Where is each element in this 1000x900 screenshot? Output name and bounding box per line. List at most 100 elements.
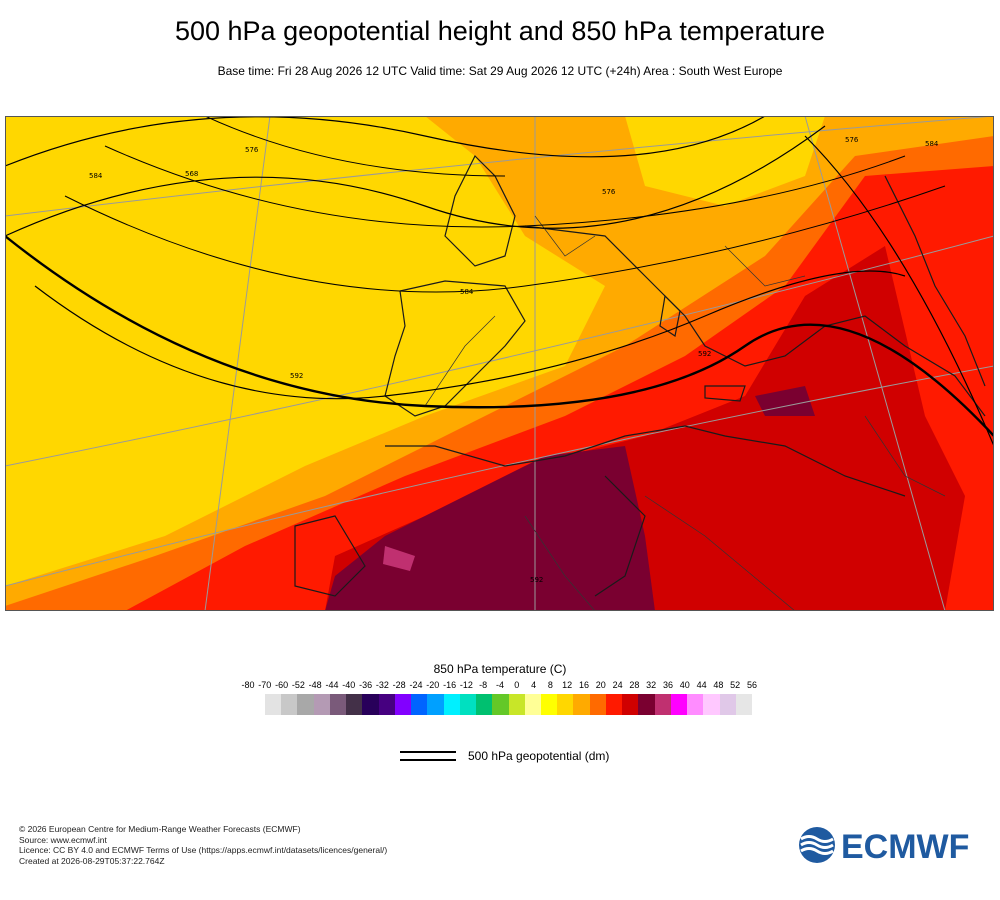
temperature-colorbar bbox=[265, 694, 753, 715]
colorbar-swatch bbox=[638, 694, 655, 715]
colorbar-tick-label: -16 bbox=[443, 680, 457, 690]
colorbar-tick-label: -40 bbox=[342, 680, 356, 690]
colorbar-swatch bbox=[735, 694, 753, 715]
contour-label: 576 bbox=[245, 146, 259, 154]
colorbar-swatch bbox=[654, 694, 671, 715]
contour-label: 592 bbox=[530, 576, 543, 584]
geopotential-line-sample bbox=[400, 759, 456, 761]
colorbar-tick-label: 32 bbox=[646, 680, 657, 690]
page-title: 500 hPa geopotential height and 850 hPa … bbox=[174, 16, 825, 46]
geopotential-legend-label: 500 hPa geopotential (dm) bbox=[468, 749, 610, 763]
colorbar-tick-label: -60 bbox=[275, 680, 289, 690]
colorbar-tick-label: 48 bbox=[713, 680, 724, 690]
colorbar-tick-label: -32 bbox=[375, 680, 389, 690]
colorbar-swatch bbox=[329, 694, 347, 715]
band-12-16-north bbox=[625, 116, 825, 206]
contour-label: 576 bbox=[602, 188, 616, 196]
colorbar-swatch bbox=[508, 694, 525, 715]
colorbar-swatch bbox=[703, 694, 720, 715]
colorbar-swatch bbox=[411, 694, 428, 715]
lat-lon-grid bbox=[5, 116, 994, 611]
colorbar-swatch bbox=[540, 694, 558, 715]
colorbar-tick-label: 24 bbox=[612, 680, 623, 690]
colorbar-tick-label: 20 bbox=[595, 680, 606, 690]
contour-label: 592 bbox=[290, 372, 303, 380]
geopotential-line-sample bbox=[400, 751, 456, 753]
colorbar-swatch bbox=[605, 694, 623, 715]
contour-label: 568 bbox=[185, 170, 198, 178]
contour-584 bbox=[5, 235, 994, 437]
colorbar-swatch bbox=[719, 694, 736, 715]
geopotential-contours bbox=[5, 116, 994, 447]
colorbar-tick-label: 16 bbox=[578, 680, 590, 690]
colorbar-tick-label: -20 bbox=[426, 680, 440, 690]
temperature-legend-ticks: -80 -70 -60 -52 -48 -44 -40 -36 -32 -28 -24 -20 -16-… bbox=[0, 680, 1000, 694]
colorbar-swatch bbox=[346, 694, 363, 715]
contour-592 bbox=[34, 270, 906, 400]
contour-576 bbox=[5, 125, 826, 237]
colorbar-swatch bbox=[378, 694, 395, 715]
created-text: Created at 2026-08-29T05:37:22.764Z bbox=[19, 855, 165, 866]
colorbar-tick-label: -70 bbox=[258, 680, 272, 690]
colorbar-tick-label: 44 bbox=[696, 680, 707, 690]
source-text: Source: www.ecmwf.int bbox=[19, 834, 107, 845]
contour-568 bbox=[5, 116, 766, 167]
colorbar-tick-label: 40 bbox=[679, 680, 690, 690]
colorbar-swatch bbox=[622, 694, 639, 715]
band-12-16 bbox=[5, 116, 605, 586]
colorbar-tick-label: 4 bbox=[531, 680, 537, 690]
colorbar-swatch bbox=[573, 694, 590, 715]
colorbar-tick-label: -52 bbox=[291, 680, 305, 690]
colorbar-tick-label: -80 bbox=[241, 680, 255, 690]
colorbar-tick-label: -8 bbox=[479, 680, 488, 690]
colorbar-swatch bbox=[524, 694, 541, 715]
colorbar-tick-label: 28 bbox=[629, 680, 640, 690]
colorbar-tick-label: -12 bbox=[459, 680, 473, 690]
coastlines bbox=[294, 154, 986, 597]
colorbar-swatch bbox=[313, 694, 330, 715]
colorbar-swatch bbox=[670, 694, 688, 715]
ecmwf-logo: ECMWF bbox=[795, 826, 985, 866]
band-32-36-north bbox=[755, 386, 815, 416]
contour-label: 584 bbox=[89, 172, 103, 180]
colorbar-swatch bbox=[265, 694, 282, 715]
contour-labels: 576 584 568 592 576 584 592 576 584 592 bbox=[89, 136, 939, 584]
colorbar-swatch bbox=[476, 694, 493, 715]
colorbar-swatch bbox=[362, 694, 379, 715]
colorbar-swatch bbox=[492, 694, 509, 715]
licence-text: Licence: CC BY 4.0 and ECMWF Terms of Us… bbox=[19, 845, 388, 855]
colorbar-tick-label: 36 bbox=[662, 680, 674, 690]
colorbar-tick-label: 56 bbox=[746, 680, 758, 690]
contour-label: 584 bbox=[925, 140, 939, 148]
colorbar-tick-label: -48 bbox=[308, 680, 322, 690]
colorbar-tick-label: 0 bbox=[514, 680, 520, 690]
colorbar-tick-label: -24 bbox=[409, 680, 423, 690]
colorbar-tick-label: 8 bbox=[547, 680, 553, 690]
band-36-40 bbox=[383, 546, 415, 571]
colorbar-swatch bbox=[443, 694, 460, 715]
colorbar-tick-label: -4 bbox=[495, 680, 505, 690]
page-subtitle: Base time: Fri 28 Aug 2026 12 UTC Valid … bbox=[217, 64, 783, 78]
colorbar-swatch bbox=[459, 694, 477, 715]
colorbar-swatch bbox=[687, 694, 704, 715]
colorbar-swatch bbox=[297, 694, 314, 715]
contour-label: 584 bbox=[460, 288, 474, 296]
weather-map: 576 584 568 592 576 584 592 576 584 592 bbox=[5, 116, 994, 611]
colorbar-tick-label: 12 bbox=[562, 680, 573, 690]
contour-label: 576 bbox=[845, 136, 859, 144]
colorbar-tick-label: -44 bbox=[325, 680, 339, 690]
colorbar-swatch bbox=[281, 694, 298, 715]
colorbar-tick-label: 52 bbox=[730, 680, 741, 690]
colorbar-swatch bbox=[394, 694, 412, 715]
colorbar-tick-label: -28 bbox=[392, 680, 406, 690]
contour-label: 592 bbox=[698, 350, 711, 358]
copyright-text: © 2026 European Centre for Medium-Range … bbox=[19, 824, 301, 834]
colorbar-swatch bbox=[589, 694, 606, 715]
colorbar-swatch bbox=[557, 694, 574, 715]
svg-text:ECMWF: ECMWF bbox=[841, 828, 969, 864]
footer-credits: © 2026 European Centre for Medium-Range … bbox=[19, 824, 387, 866]
country-borders bbox=[424, 215, 946, 611]
colorbar-tick-label: -36 bbox=[359, 680, 373, 690]
colorbar-swatch bbox=[427, 694, 444, 715]
temperature-legend-title: 850 hPa temperature (C) bbox=[433, 662, 567, 676]
